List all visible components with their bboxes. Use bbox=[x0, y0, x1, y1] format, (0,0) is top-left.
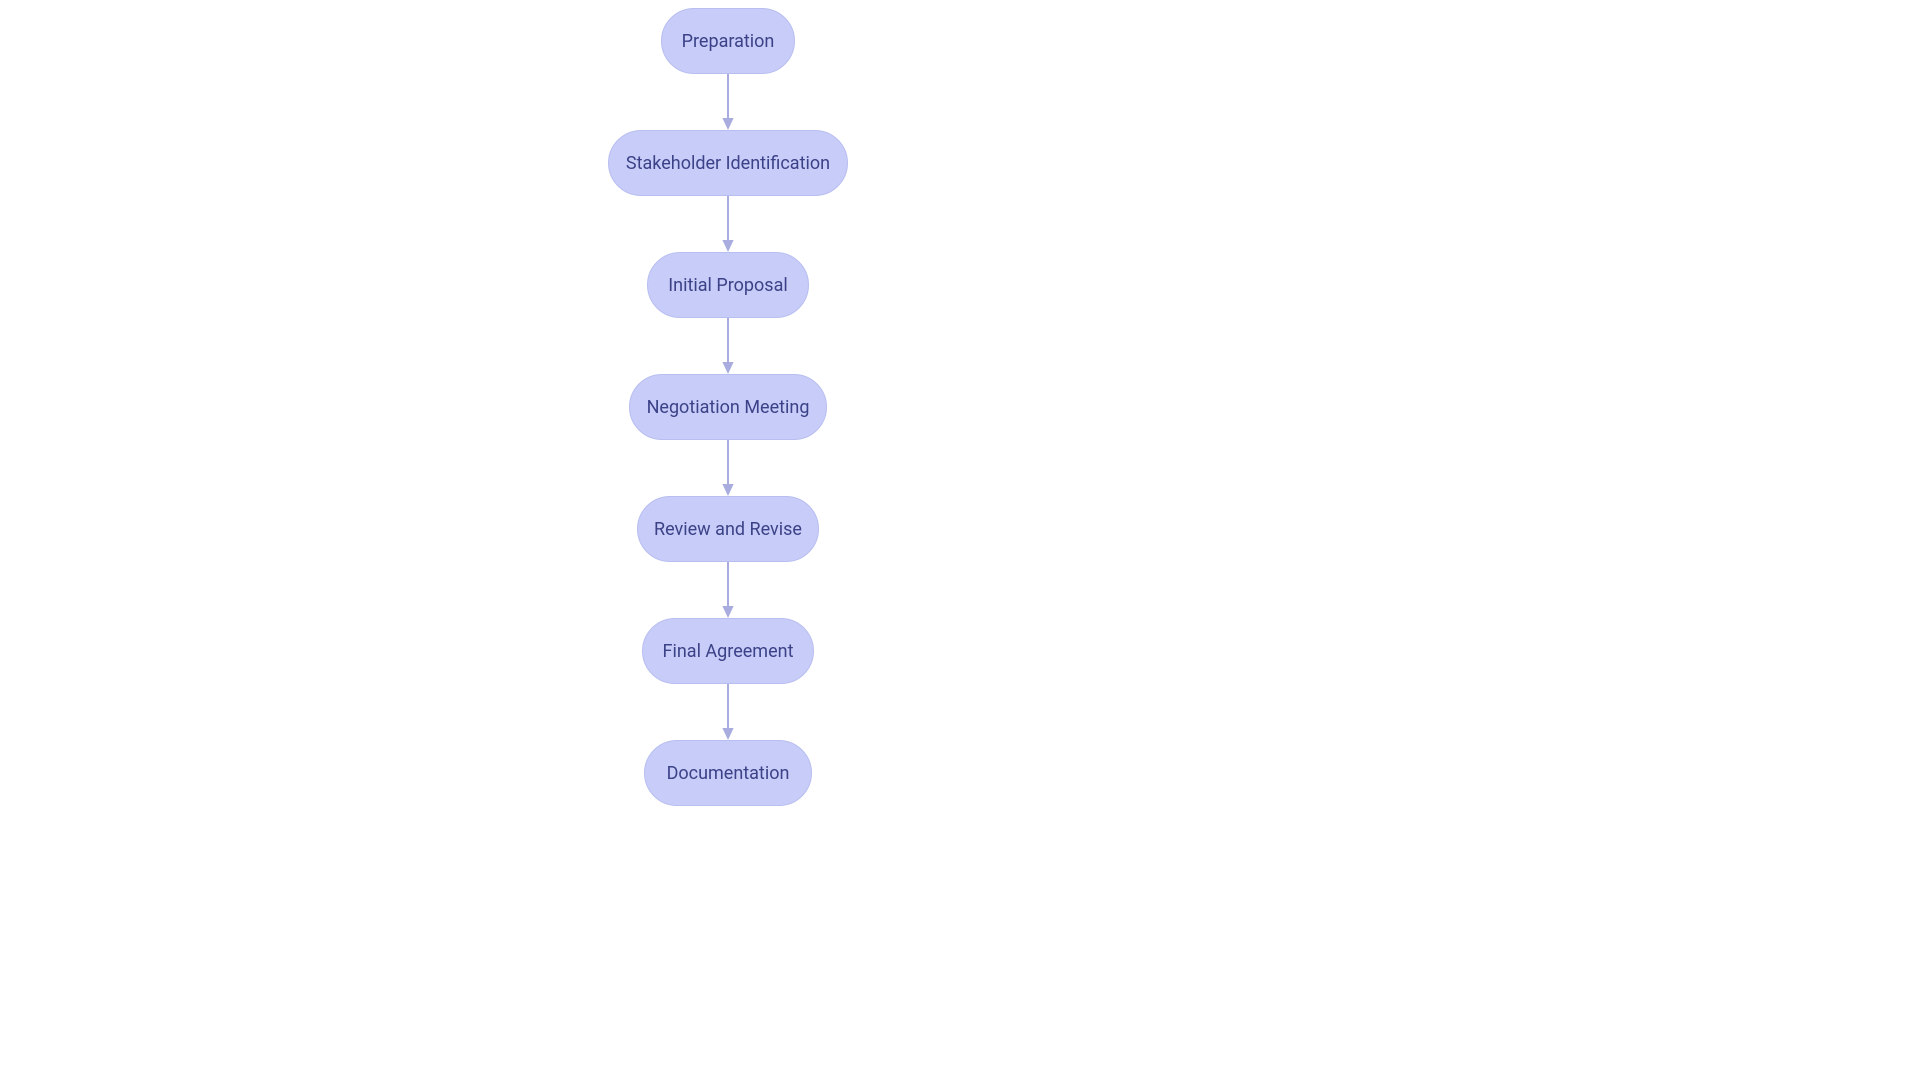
node-label: Review and Revise bbox=[654, 519, 802, 540]
arrow-final-agreement-to-documentation bbox=[719, 684, 737, 740]
node-preparation: Preparation bbox=[661, 8, 795, 74]
node-label: Documentation bbox=[667, 763, 790, 784]
node-stakeholder: Stakeholder Identification bbox=[608, 130, 848, 196]
node-review-revise: Review and Revise bbox=[637, 496, 819, 562]
node-label: Negotiation Meeting bbox=[647, 397, 810, 418]
node-final-agreement: Final Agreement bbox=[642, 618, 814, 684]
arrow-review-revise-to-final-agreement bbox=[719, 562, 737, 618]
node-negotiation-meeting: Negotiation Meeting bbox=[629, 374, 827, 440]
node-label: Preparation bbox=[682, 31, 775, 52]
node-label: Final Agreement bbox=[663, 641, 794, 662]
arrow-preparation-to-stakeholder bbox=[719, 74, 737, 130]
node-initial-proposal: Initial Proposal bbox=[647, 252, 809, 318]
arrow-initial-proposal-to-negotiation-meeting bbox=[719, 318, 737, 374]
arrow-negotiation-meeting-to-review-revise bbox=[719, 440, 737, 496]
node-documentation: Documentation bbox=[644, 740, 812, 806]
flowchart-container: Preparation Stakeholder Identification Ini… bbox=[0, 0, 1920, 1083]
arrow-stakeholder-to-initial-proposal bbox=[719, 196, 737, 252]
node-label: Stakeholder Identification bbox=[626, 153, 830, 174]
node-label: Initial Proposal bbox=[668, 275, 788, 296]
